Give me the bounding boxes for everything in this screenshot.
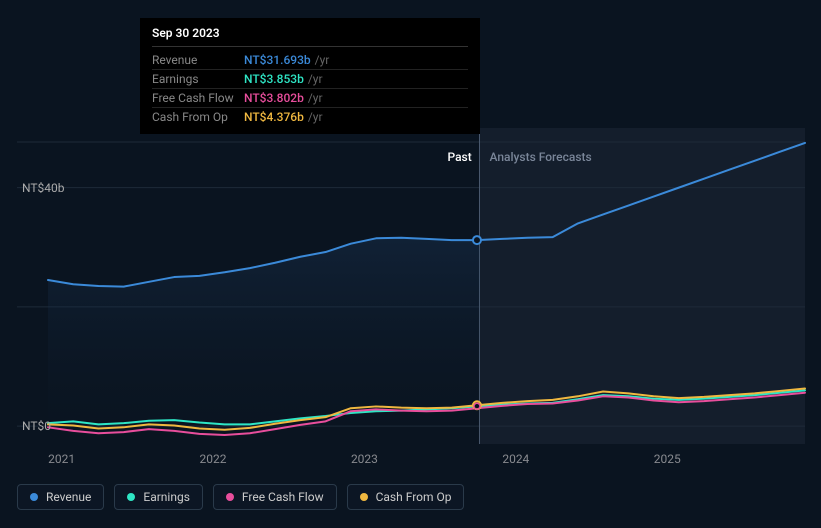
x-axis-tick: 2023	[351, 452, 378, 466]
x-axis-tick: 2024	[502, 452, 529, 466]
tooltip-row: Free Cash FlowNT$3.802b/yr	[152, 89, 468, 108]
tooltip-row: RevenueNT$31.693b/yr	[152, 51, 468, 70]
chart-tooltip: Sep 30 2023 RevenueNT$31.693b/yrEarnings…	[140, 18, 480, 134]
legend-dot-icon	[127, 493, 135, 501]
legend-item-cfo[interactable]: Cash From Op	[347, 484, 465, 510]
tooltip-row-value: NT$3.853b	[244, 72, 304, 86]
y-axis-label-top: NT$40b	[22, 181, 65, 195]
tooltip-row-label: Revenue	[152, 53, 244, 67]
legend: Revenue Earnings Free Cash Flow Cash From O…	[17, 484, 464, 510]
tooltip-row-value: NT$3.802b	[244, 91, 304, 105]
legend-dot-icon	[30, 493, 38, 501]
forecast-section-label: Analysts Forecasts	[489, 150, 591, 164]
tooltip-date: Sep 30 2023	[152, 26, 468, 47]
tooltip-row-unit: /yr	[308, 72, 323, 86]
legend-item-label: Cash From Op	[376, 490, 452, 504]
tooltip-row-unit: /yr	[315, 53, 330, 67]
tooltip-row-value: NT$4.376b	[244, 110, 304, 124]
tooltip-row-unit: /yr	[308, 110, 323, 124]
financials-chart: Sep 30 2023 RevenueNT$31.693b/yrEarnings…	[0, 0, 821, 524]
x-axis-tick: 2025	[654, 452, 681, 466]
tooltip-row: Cash From OpNT$4.376b/yr	[152, 108, 468, 126]
x-axis-tick: 2021	[48, 452, 75, 466]
tooltip-row-label: Earnings	[152, 72, 244, 86]
tooltip-row: EarningsNT$3.853b/yr	[152, 70, 468, 89]
legend-dot-icon	[360, 493, 368, 501]
legend-item-label: Free Cash Flow	[242, 490, 324, 504]
legend-item-fcf[interactable]: Free Cash Flow	[213, 484, 337, 510]
tooltip-row-label: Free Cash Flow	[152, 91, 244, 105]
legend-item-label: Earnings	[143, 490, 190, 504]
legend-item-label: Revenue	[46, 490, 91, 504]
legend-item-revenue[interactable]: Revenue	[17, 484, 104, 510]
past-section-label: Past	[447, 150, 471, 164]
legend-item-earnings[interactable]: Earnings	[114, 484, 203, 510]
y-axis-label-bottom: NT$0	[22, 419, 51, 433]
tooltip-row-label: Cash From Op	[152, 110, 244, 124]
x-axis-tick: 2022	[200, 452, 227, 466]
tooltip-row-value: NT$31.693b	[244, 53, 311, 67]
tooltip-row-unit: /yr	[308, 91, 323, 105]
legend-dot-icon	[226, 493, 234, 501]
